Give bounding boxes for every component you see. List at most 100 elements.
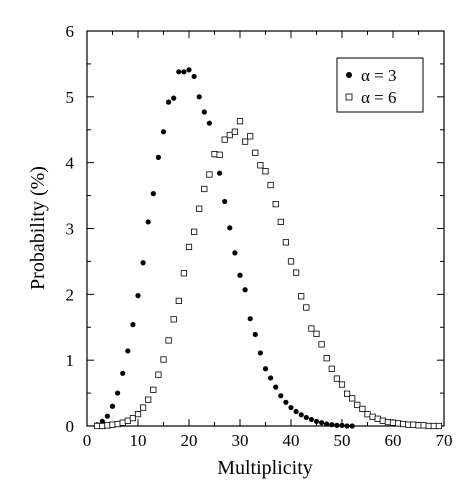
data-point xyxy=(166,99,172,105)
data-point xyxy=(109,421,116,428)
data-point xyxy=(298,293,305,300)
data-point xyxy=(99,418,105,424)
data-point xyxy=(364,411,371,418)
data-point xyxy=(328,365,335,372)
data-point xyxy=(160,129,167,135)
data-point xyxy=(155,371,162,378)
data-point xyxy=(288,404,294,411)
legend-label-alpha-3: α = 3 xyxy=(361,66,397,85)
y-tick-label: 1 xyxy=(66,351,75,370)
data-point xyxy=(175,297,182,305)
data-point xyxy=(99,422,106,430)
data-point xyxy=(247,133,254,140)
y-tick-labels: 0 1 2 3 4 5 6 xyxy=(66,22,75,436)
data-point xyxy=(231,128,238,135)
data-point xyxy=(201,185,208,193)
data-point xyxy=(267,181,274,189)
data-point xyxy=(303,414,309,421)
data-point xyxy=(191,73,197,80)
data-point xyxy=(145,219,151,225)
data-point xyxy=(120,370,126,376)
x-tick-label: 50 xyxy=(334,431,351,450)
x-axis-title: Multiplicity xyxy=(217,457,313,479)
data-point xyxy=(242,287,248,293)
data-point xyxy=(176,69,182,75)
data-point xyxy=(104,413,110,419)
data-point xyxy=(400,420,407,428)
data-point xyxy=(124,417,131,424)
data-point xyxy=(379,417,386,424)
y-tick-label: 0 xyxy=(66,417,75,436)
data-point xyxy=(150,191,156,197)
data-point xyxy=(170,316,177,323)
data-point xyxy=(165,337,172,344)
data-point xyxy=(155,154,161,160)
data-point xyxy=(114,420,121,428)
data-point xyxy=(308,416,314,423)
legend-marker-filled-circle xyxy=(346,72,352,78)
data-point xyxy=(349,423,355,429)
data-point xyxy=(339,422,345,428)
data-point xyxy=(201,109,207,115)
data-point xyxy=(405,421,412,428)
data-point xyxy=(329,422,335,428)
data-point xyxy=(196,94,202,100)
data-point xyxy=(389,419,397,426)
data-point xyxy=(236,118,244,125)
x-tick-label: 10 xyxy=(130,431,147,450)
data-point xyxy=(181,69,187,75)
y-tick-label: 3 xyxy=(66,220,75,239)
data-point xyxy=(145,396,152,403)
data-point xyxy=(292,269,300,276)
data-point xyxy=(227,225,233,231)
data-point xyxy=(190,228,198,235)
data-point xyxy=(257,350,263,356)
data-point xyxy=(221,136,228,143)
data-point xyxy=(283,399,289,405)
data-point xyxy=(384,418,392,426)
data-point xyxy=(247,316,253,322)
x-tick-label: 60 xyxy=(385,431,402,450)
data-point xyxy=(425,422,432,430)
data-point xyxy=(343,390,351,397)
data-point xyxy=(139,404,147,411)
data-point xyxy=(344,423,350,429)
data-point xyxy=(94,422,101,430)
data-point xyxy=(216,151,223,158)
data-point xyxy=(185,243,193,251)
data-point xyxy=(130,322,136,328)
y-tick-label: 6 xyxy=(66,22,75,41)
data-point xyxy=(272,201,279,208)
data-point xyxy=(394,420,402,427)
data-point xyxy=(222,198,228,205)
data-point xyxy=(338,381,346,388)
data-point xyxy=(140,260,146,266)
y-axis-title: Probability (%) xyxy=(27,166,49,290)
data-point xyxy=(206,171,213,178)
data-point xyxy=(150,386,157,393)
data-point xyxy=(119,419,126,426)
legend: α = 3 α = 6 xyxy=(336,57,424,113)
data-point xyxy=(313,330,320,337)
data-point xyxy=(324,421,330,427)
data-point xyxy=(277,218,284,226)
x-tick-label: 30 xyxy=(232,431,249,450)
series-1 xyxy=(94,67,355,429)
data-point xyxy=(319,420,325,426)
data-point xyxy=(349,395,356,402)
data-point xyxy=(369,413,376,420)
y-tick-label: 2 xyxy=(66,285,75,304)
x-tick-label: 0 xyxy=(83,431,92,450)
data-point xyxy=(415,422,422,429)
data-point xyxy=(298,412,304,418)
data-point xyxy=(129,414,136,422)
data-point xyxy=(217,170,223,176)
x-tick-label: 70 xyxy=(436,431,453,450)
legend-box xyxy=(336,57,424,113)
x-tick-labels: 0 10 20 30 40 50 60 70 xyxy=(83,431,453,450)
data-point xyxy=(125,348,131,354)
data-point xyxy=(171,95,177,101)
data-point xyxy=(196,205,203,212)
data-point xyxy=(206,120,212,126)
